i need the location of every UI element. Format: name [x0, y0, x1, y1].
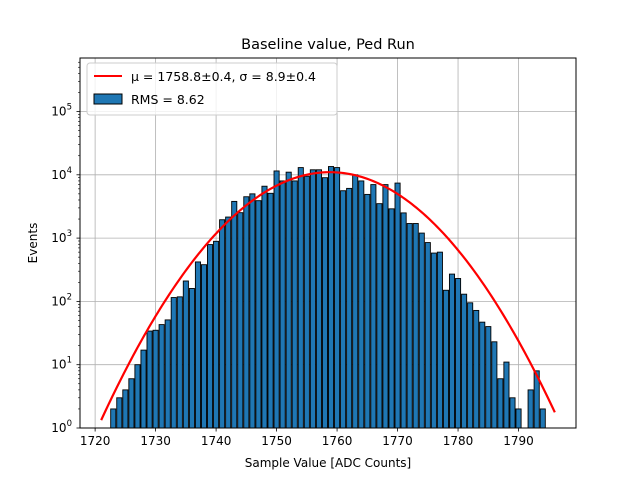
x-tick-label: 1770: [382, 434, 413, 448]
histogram-bar: [249, 193, 256, 429]
y-axis: 100 101 102 103 104 105: [51, 61, 80, 435]
y-tick-label: 102: [51, 292, 72, 308]
y-axis-label: Events: [26, 223, 40, 264]
histogram-bar: [430, 252, 437, 429]
histogram-bar: [400, 212, 407, 429]
histogram-bar: [328, 166, 335, 429]
histogram-bar: [364, 193, 371, 429]
x-tick-label: 1780: [443, 434, 474, 448]
histogram-bar: [225, 216, 232, 429]
x-axis-label: Sample Value [ADC Counts]: [245, 456, 411, 470]
x-tick-label: 1790: [503, 434, 534, 448]
histogram-bars: [110, 166, 546, 429]
plot-frame: [79, 57, 577, 429]
histogram-bar: [291, 180, 298, 429]
histogram-bar: [303, 175, 310, 429]
histogram-bar: [231, 200, 238, 429]
histogram-bar: [134, 364, 141, 429]
histogram-bar: [255, 200, 262, 429]
histogram-bar: [122, 389, 129, 429]
histogram-bar: [515, 408, 522, 429]
histogram-bar: [334, 167, 341, 429]
histogram-bar: [188, 288, 195, 429]
histogram-bar: [128, 378, 135, 429]
histogram-bar: [382, 184, 389, 429]
histogram-bar: [146, 330, 153, 429]
histogram-bar: [509, 397, 516, 429]
histogram-bar: [527, 389, 534, 429]
x-tick-label: 1720: [80, 434, 111, 448]
histogram-bar: [448, 273, 456, 429]
histogram-bar: [539, 408, 546, 429]
x-tick-label: 1730: [140, 434, 171, 448]
histogram-bar: [406, 223, 413, 429]
legend-histogram-swatch: [93, 93, 123, 105]
y-tick-label: 103: [51, 229, 72, 245]
histogram-bar: [279, 180, 286, 429]
histogram-bar: [176, 296, 183, 429]
histogram-bar: [207, 244, 214, 429]
histogram-bar: [424, 242, 431, 429]
histogram-bar: [110, 408, 117, 429]
x-tick-label: 1760: [322, 434, 353, 448]
y-tick-label: 101: [51, 356, 72, 372]
histogram-bar: [436, 251, 443, 429]
histogram-bar: [243, 196, 250, 429]
histogram-bar: [273, 170, 280, 429]
histogram-bar: [370, 184, 377, 429]
histogram-bar: [352, 174, 359, 429]
histogram-bar: [213, 240, 220, 429]
y-tick-label: 104: [51, 166, 72, 182]
histogram-bar: [200, 264, 208, 429]
histogram-bar: [340, 190, 347, 429]
histogram-bar: [455, 278, 462, 429]
histogram-bar: [485, 326, 492, 429]
legend-box: [86, 62, 338, 116]
histogram-bar: [219, 219, 226, 429]
histogram-bar: [309, 169, 316, 429]
histogram-bar: [418, 232, 425, 429]
histogram-bar: [158, 324, 165, 429]
histogram-bar: [237, 212, 244, 429]
legend: μ = 1758.8±0.4, σ = 8.9±0.4 RMS = 8.62: [86, 62, 338, 116]
x-axis: 1720 1730 1740 1750 1760 1770 1780 1790: [80, 428, 534, 448]
histogram-bar: [442, 289, 449, 429]
x-tick-label: 1740: [201, 434, 232, 448]
histogram-bar: [388, 208, 395, 429]
histogram-bar: [164, 319, 171, 429]
histogram-bar: [116, 397, 123, 429]
histogram-bar: [479, 321, 486, 429]
histogram-bar: [346, 187, 353, 429]
histogram-bar: [170, 297, 177, 429]
y-tick-label: 100: [51, 419, 72, 435]
histogram-bar: [321, 177, 328, 429]
histogram-bar: [315, 169, 322, 429]
histogram-bar: [194, 261, 201, 429]
gaussian-fit-curve: [100, 171, 556, 421]
histogram-bar: [261, 185, 268, 429]
histogram-bar: [152, 329, 159, 429]
fit-curve-layer: [100, 171, 556, 421]
histogram-bar: [394, 182, 401, 429]
histogram-bar: [503, 361, 510, 429]
legend-histogram-label: RMS = 8.62: [131, 92, 205, 107]
histogram-bar: [473, 309, 480, 429]
histogram-bar: [140, 349, 147, 429]
legend-fit-label: μ = 1758.8±0.4, σ = 8.9±0.4: [131, 69, 316, 84]
histogram-bar: [285, 171, 292, 429]
x-tick-label: 1750: [261, 434, 292, 448]
histogram-bar: [358, 180, 365, 429]
y-tick-label: 105: [51, 102, 72, 118]
histogram-bar: [497, 378, 504, 429]
histogram-bar: [467, 302, 474, 429]
chart-title: Baseline value, Ped Run: [241, 37, 415, 53]
histogram-bar: [182, 280, 189, 429]
histogram-bar: [267, 192, 274, 429]
histogram-bar: [461, 293, 468, 429]
histogram-bar: [491, 341, 498, 429]
histogram-bar: [412, 223, 419, 429]
histogram-bar: [297, 167, 304, 429]
histogram-bar: [376, 203, 383, 429]
